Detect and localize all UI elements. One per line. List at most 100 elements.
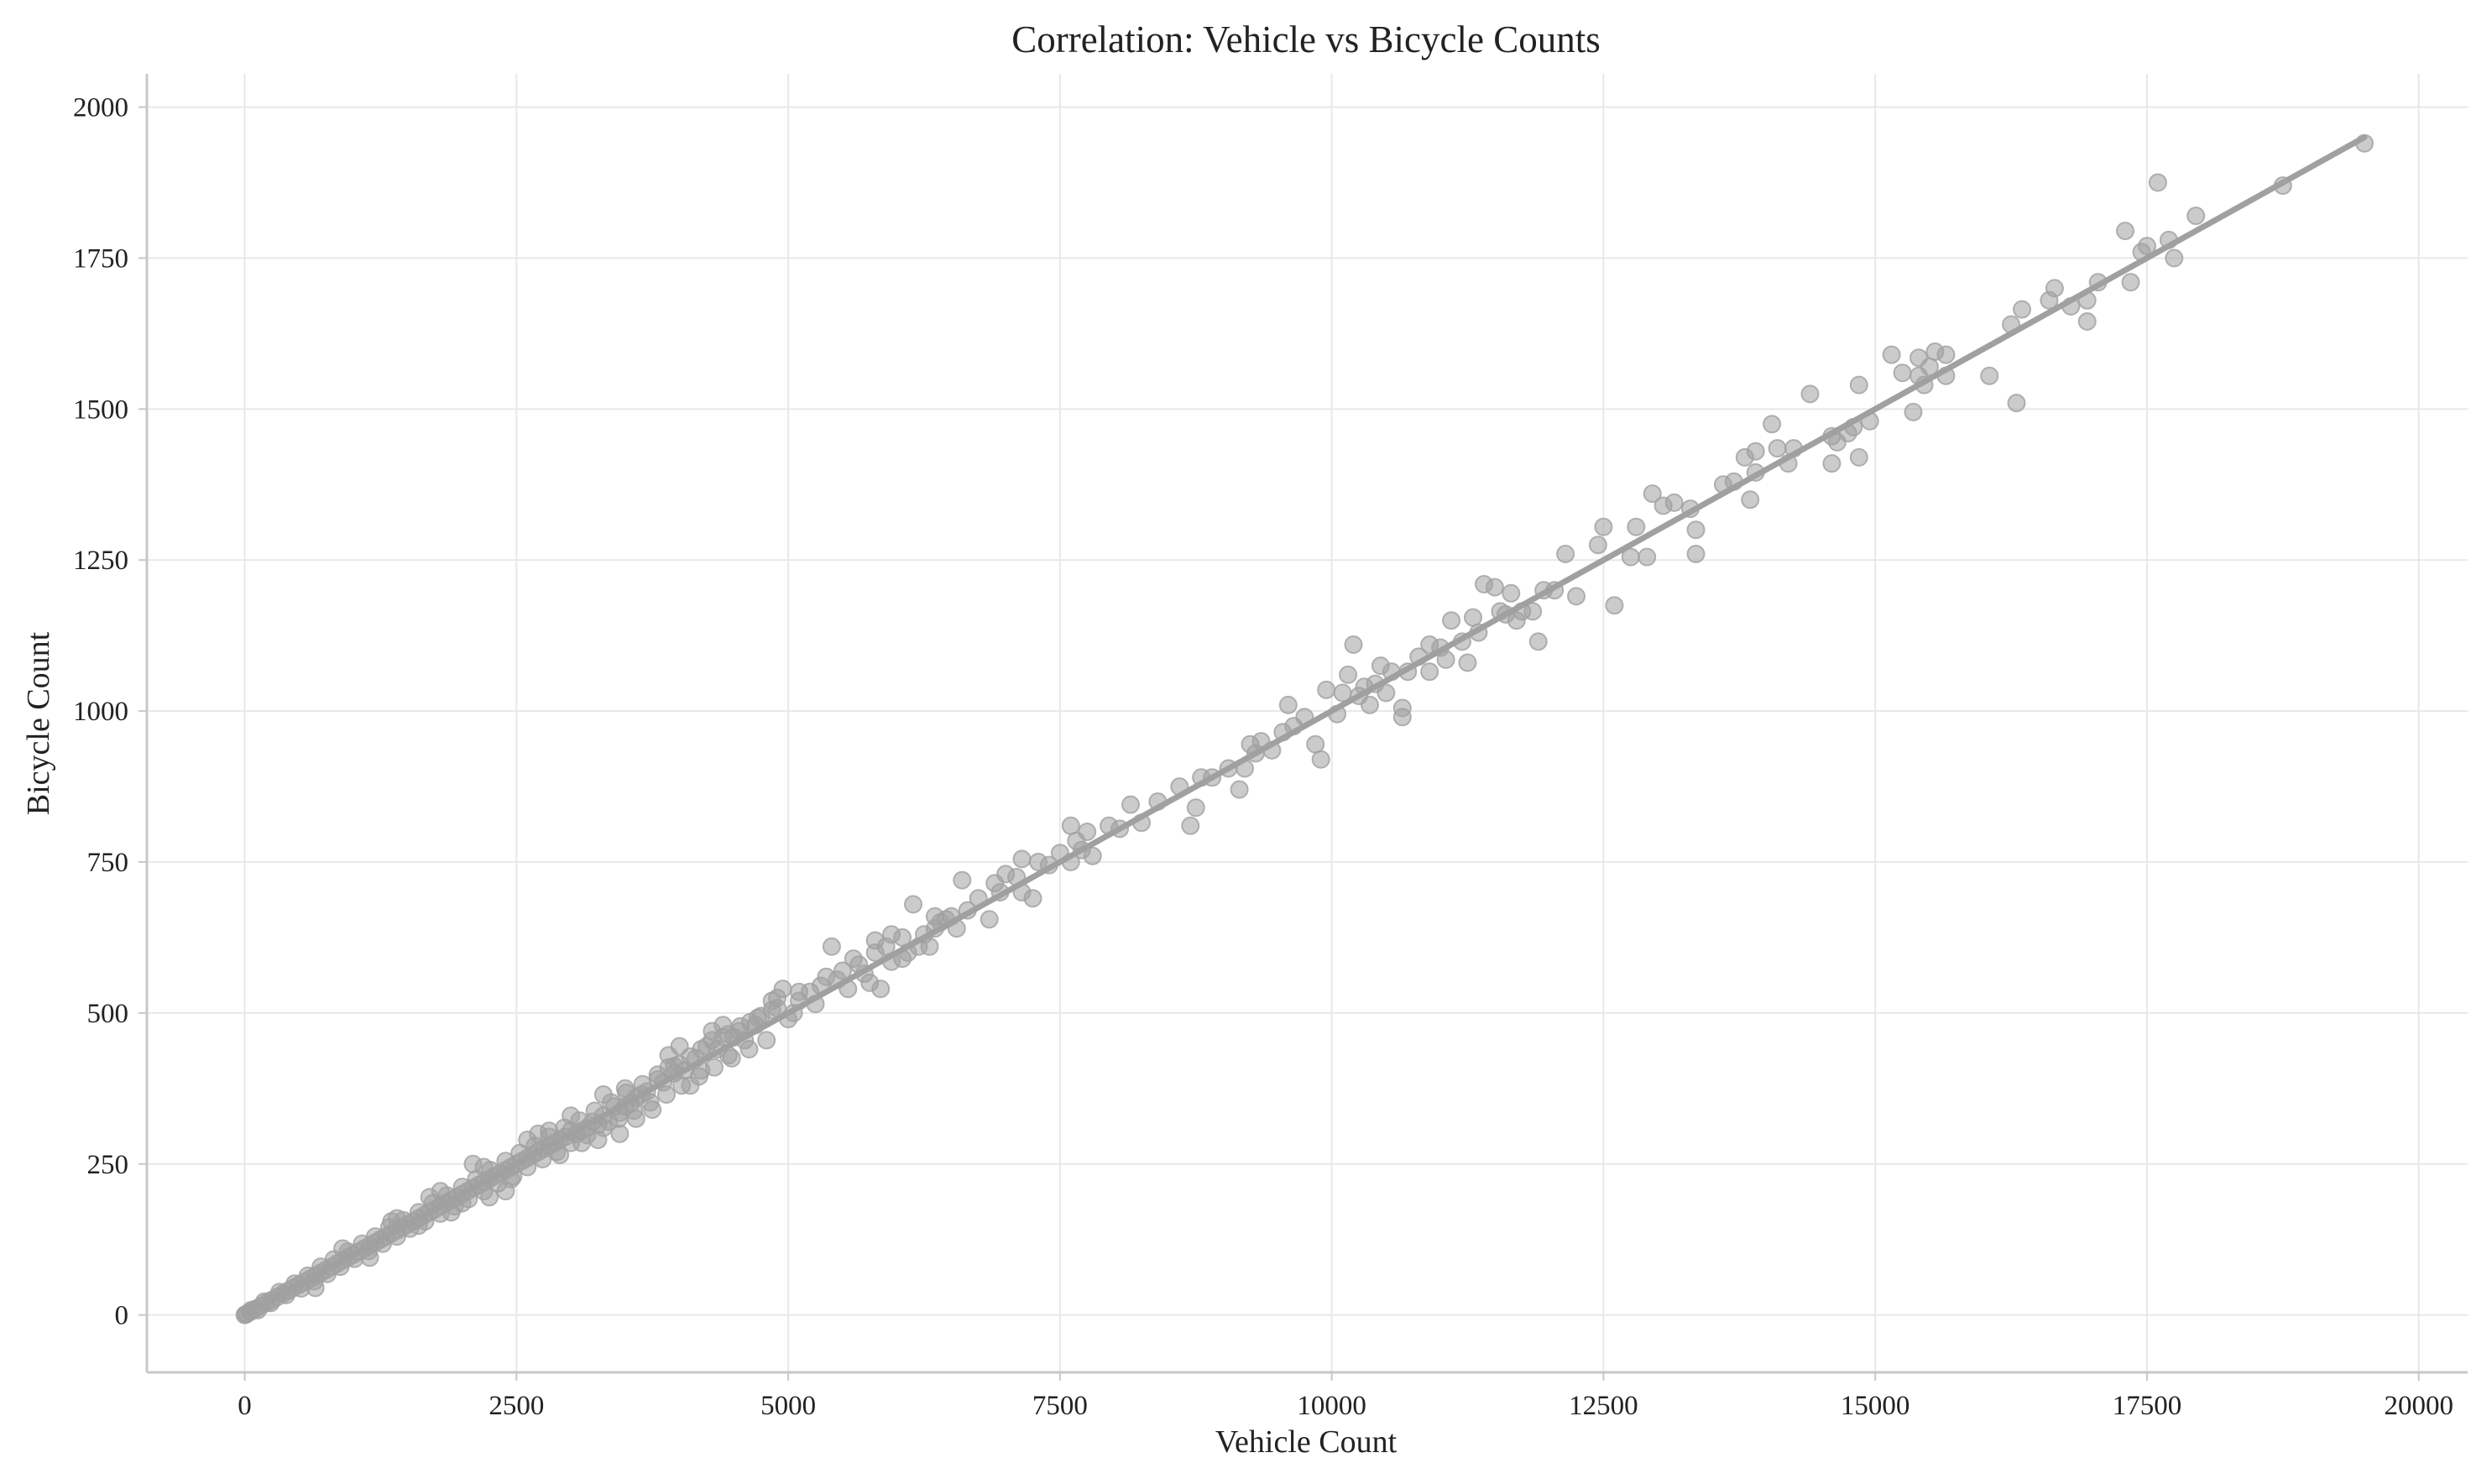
data-point [1420, 635, 1439, 654]
y-tick-label: 1750 [73, 243, 128, 274]
data-point [1121, 795, 1140, 814]
x-tick-label: 20000 [2384, 1391, 2453, 1421]
data-point [740, 1012, 760, 1032]
data-point [1230, 780, 1249, 799]
data-point [1768, 439, 1787, 458]
data-point [1849, 375, 1868, 395]
data-point [2116, 222, 2134, 241]
data-point [1980, 366, 1999, 385]
y-tick-label: 750 [87, 848, 129, 878]
x-tick-label: 7500 [1032, 1391, 1088, 1421]
data-point [2077, 312, 2097, 331]
data-point [1643, 484, 1662, 504]
data-point [1556, 545, 1575, 563]
data-point [382, 1212, 401, 1231]
data-point [1638, 547, 1657, 567]
data-point [1181, 816, 1200, 835]
y-tick-label: 1500 [73, 395, 128, 425]
data-point [431, 1182, 450, 1201]
data-point [1241, 734, 1260, 754]
data-point [1306, 734, 1325, 754]
data-point [1594, 517, 1613, 536]
data-point [762, 991, 781, 1011]
x-tick-label: 2500 [488, 1391, 544, 1421]
data-point [1317, 680, 1336, 699]
data-point [1567, 587, 1586, 606]
data-point [681, 1076, 700, 1095]
data-point [1475, 575, 1493, 593]
data-point [1800, 384, 1820, 404]
data-point [2148, 173, 2167, 192]
chart-title: Correlation: Vehicle vs Bicycle Counts [1011, 18, 1601, 60]
data-point [713, 1016, 733, 1035]
x-tick-label: 17500 [2113, 1391, 2182, 1421]
data-point [360, 1248, 379, 1267]
data-point [904, 895, 922, 914]
x-tick-label: 0 [238, 1391, 252, 1421]
y-tick-label: 500 [87, 999, 129, 1029]
y-axis-label: Bicycle Count [21, 631, 56, 815]
data-point [626, 1109, 645, 1128]
data-point [1605, 596, 1624, 615]
data-point [1278, 695, 1298, 714]
x-tick-label: 10000 [1297, 1391, 1366, 1421]
data-point [610, 1124, 630, 1143]
data-point [2013, 300, 2031, 319]
y-tick-layer: 0 250 500 750 1000 1250 1500 1750 2000 [73, 93, 147, 1331]
data-point [588, 1131, 608, 1149]
data-point [1442, 611, 1461, 630]
data-point [1339, 665, 1358, 684]
x-tick-layer: 0 2500 5000 7500 10000 12500 15000 17500 20000 [238, 1372, 2453, 1421]
y-tick-label: 1250 [73, 546, 128, 576]
data-point [790, 982, 808, 1001]
data-point [1741, 490, 1760, 509]
data-point [657, 1085, 676, 1104]
data-point [593, 1085, 613, 1104]
data-point [1528, 632, 1548, 651]
data-point [1371, 656, 1390, 676]
data-point [1392, 708, 1412, 727]
data-point [1893, 363, 1912, 383]
data-point [1012, 849, 1032, 869]
data-point [572, 1133, 591, 1152]
data-point [1882, 345, 1901, 364]
data-point [1627, 517, 1646, 536]
data-point [1653, 496, 1673, 515]
data-point [1849, 447, 1868, 467]
data-point [670, 1037, 689, 1056]
data-point [2007, 394, 2026, 413]
y-tick-label: 1000 [73, 697, 128, 727]
data-point [985, 874, 1005, 893]
data-point [562, 1106, 581, 1126]
data-point [1588, 536, 1607, 555]
y-tick-label: 0 [115, 1301, 129, 1331]
data-point [1686, 520, 1706, 540]
data-point [2186, 206, 2206, 226]
data-point [643, 1100, 662, 1119]
data-point [1420, 662, 1439, 682]
data-point [757, 1031, 776, 1050]
data-point [2165, 248, 2184, 268]
data-point [953, 870, 972, 890]
data-point [1925, 342, 1945, 361]
data-point [1763, 415, 1782, 434]
data-point [2040, 290, 2059, 310]
data-point [333, 1239, 353, 1258]
data-point [1904, 402, 1923, 421]
data-point [2121, 273, 2140, 292]
data-point [1621, 547, 1640, 567]
data-point [1061, 816, 1080, 835]
data-point [1686, 545, 1706, 563]
data-point [1344, 635, 1363, 654]
data-point [1311, 750, 1330, 769]
y-tick-label: 250 [87, 1150, 129, 1180]
data-point [501, 1169, 520, 1189]
data-point [615, 1079, 635, 1098]
data-point [480, 1188, 499, 1207]
data-point [822, 937, 841, 956]
y-tick-label: 2000 [73, 93, 128, 123]
data-point [1735, 447, 1754, 467]
x-tick-label: 15000 [1841, 1391, 1910, 1421]
data-point [551, 1146, 570, 1164]
